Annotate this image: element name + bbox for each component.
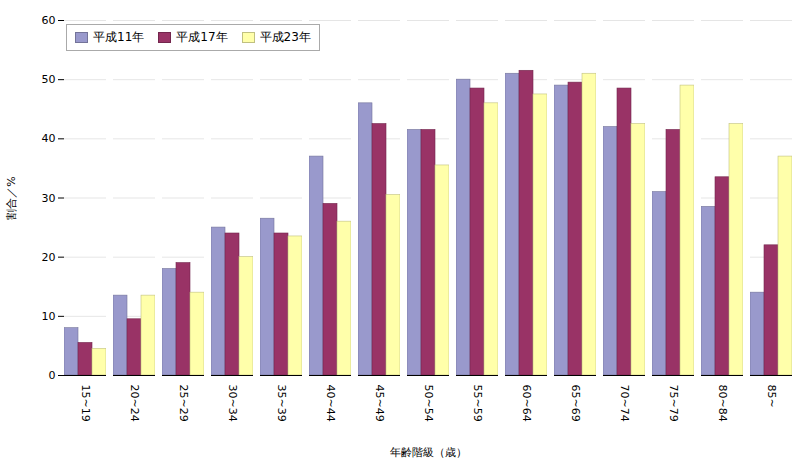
- html-text:平成17年: 平成17年: [176, 30, 228, 44]
- svg-text:80~84: 80~84: [716, 385, 729, 422]
- svg-text:20~24: 20~24: [128, 385, 141, 422]
- svg-text:75~79: 75~79: [667, 385, 680, 422]
- svg-text:50: 50: [42, 73, 56, 86]
- svg-text:0: 0: [49, 369, 56, 382]
- svg-text:15~19: 15~19: [79, 385, 92, 422]
- svg-text:30~34: 30~34: [226, 385, 239, 422]
- svg-text:40: 40: [42, 132, 56, 145]
- svg-text:割合／%: 割合／%: [5, 176, 18, 219]
- svg-text:60~64: 60~64: [520, 385, 533, 422]
- svg-text:50~54: 50~54: [422, 385, 435, 422]
- svg-text:55~59: 55~59: [471, 385, 484, 422]
- svg-text:20: 20: [42, 251, 56, 264]
- svg-text:60: 60: [42, 14, 56, 27]
- html-text:平成23年: 平成23年: [259, 30, 311, 44]
- svg-text:70~74: 70~74: [618, 385, 631, 422]
- svg-text:45~49: 45~49: [373, 385, 386, 422]
- svg-text:10: 10: [42, 310, 56, 323]
- svg-text:25~29: 25~29: [177, 385, 190, 422]
- svg-text:65~69: 65~69: [569, 385, 582, 422]
- svg-text:40~44: 40~44: [324, 385, 337, 422]
- svg-text:85~: 85~: [765, 385, 778, 408]
- svg-text:35~39: 35~39: [275, 385, 288, 422]
- svg-text:30: 30: [42, 192, 56, 205]
- html-text:平成11年: 平成11年: [93, 30, 145, 44]
- svg-text:年齢階級（歳）: 年齢階級（歳）: [390, 446, 467, 459]
